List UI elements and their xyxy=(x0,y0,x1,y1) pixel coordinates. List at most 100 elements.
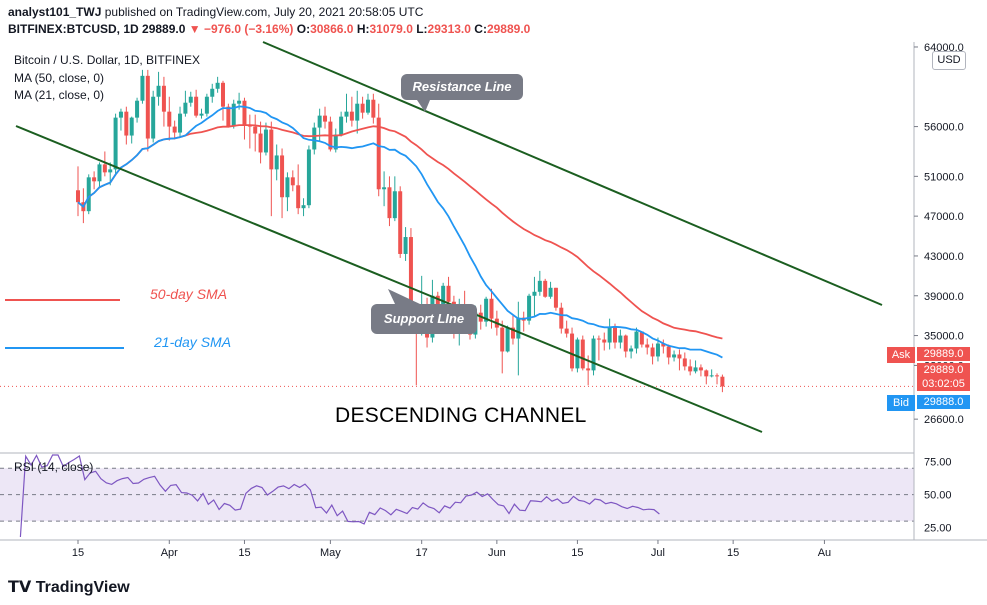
candle[interactable] xyxy=(183,90,188,117)
rsi-legend[interactable]: RSI (14, close) xyxy=(14,460,94,474)
candle[interactable] xyxy=(639,331,644,348)
candle[interactable] xyxy=(709,369,714,378)
candle[interactable] xyxy=(113,113,118,175)
candle[interactable] xyxy=(392,176,397,222)
candle[interactable] xyxy=(553,287,558,311)
candle[interactable] xyxy=(527,293,532,325)
candle[interactable] xyxy=(210,83,215,103)
candle[interactable] xyxy=(312,122,317,155)
candle[interactable] xyxy=(677,349,682,371)
candle[interactable] xyxy=(167,96,172,141)
candle[interactable] xyxy=(650,343,655,365)
candle[interactable] xyxy=(204,93,209,117)
candle[interactable] xyxy=(613,323,617,349)
candle[interactable] xyxy=(672,350,677,362)
candle[interactable] xyxy=(296,164,301,215)
candle[interactable] xyxy=(387,176,392,227)
candle[interactable] xyxy=(371,93,376,124)
candle[interactable] xyxy=(688,359,693,376)
candle[interactable] xyxy=(333,128,338,153)
candle[interactable] xyxy=(720,374,725,393)
candle[interactable] xyxy=(715,373,720,385)
candle[interactable] xyxy=(156,71,161,106)
author-name[interactable]: analyst101_TWJ xyxy=(8,5,102,19)
candle[interactable] xyxy=(97,162,102,188)
candle[interactable] xyxy=(446,276,451,307)
candle[interactable] xyxy=(591,335,596,376)
candle[interactable] xyxy=(92,171,97,190)
candle[interactable] xyxy=(102,151,107,177)
candle[interactable] xyxy=(564,320,569,338)
candle[interactable] xyxy=(602,332,607,351)
candle[interactable] xyxy=(118,108,123,131)
candle[interactable] xyxy=(575,337,580,373)
tradingview-logo[interactable]: 𝗧𝗩 TradingView xyxy=(8,577,130,597)
candle[interactable] xyxy=(188,91,193,107)
candle[interactable] xyxy=(500,320,505,374)
candle[interactable] xyxy=(537,270,542,296)
candle[interactable] xyxy=(301,198,306,217)
candle[interactable] xyxy=(349,96,354,127)
candle[interactable] xyxy=(274,144,279,181)
candle[interactable] xyxy=(269,121,274,217)
candle[interactable] xyxy=(629,345,634,359)
candle[interactable] xyxy=(231,99,236,129)
candle[interactable] xyxy=(129,116,134,144)
candle[interactable] xyxy=(135,97,140,123)
candle[interactable] xyxy=(607,318,612,350)
candle[interactable] xyxy=(226,103,231,128)
candle[interactable] xyxy=(339,111,344,137)
candle[interactable] xyxy=(285,172,290,212)
candle[interactable] xyxy=(704,369,709,385)
candle[interactable] xyxy=(263,122,268,156)
chart-legend-title[interactable]: Bitcoin / U.S. Dollar, 1D, BITFINEX xyxy=(14,53,201,67)
candle[interactable] xyxy=(505,325,510,353)
candle[interactable] xyxy=(145,69,150,152)
candle[interactable] xyxy=(290,170,295,192)
candle[interactable] xyxy=(376,103,381,197)
candle[interactable] xyxy=(570,327,575,372)
candle[interactable] xyxy=(596,335,601,361)
candle[interactable] xyxy=(634,327,639,354)
candle[interactable] xyxy=(280,148,285,219)
candle[interactable] xyxy=(220,80,225,121)
currency-button[interactable]: USD xyxy=(932,51,966,70)
legend-ma50[interactable]: MA (50, close, 0) xyxy=(14,71,105,85)
candle[interactable] xyxy=(382,171,387,207)
candle[interactable] xyxy=(355,90,360,134)
candle[interactable] xyxy=(661,339,666,354)
candle[interactable] xyxy=(247,114,252,149)
candle[interactable] xyxy=(484,296,489,327)
candle[interactable] xyxy=(215,76,220,93)
candle[interactable] xyxy=(194,89,199,118)
candle[interactable] xyxy=(178,106,183,137)
candle[interactable] xyxy=(516,301,521,376)
candle[interactable] xyxy=(172,120,177,140)
candle[interactable] xyxy=(124,106,129,145)
candle[interactable] xyxy=(666,344,671,365)
candle[interactable] xyxy=(323,106,328,129)
legend-ma21[interactable]: MA (21, close, 0) xyxy=(14,88,105,102)
candle[interactable] xyxy=(548,281,553,299)
candle[interactable] xyxy=(398,186,403,258)
candle[interactable] xyxy=(344,93,349,123)
candle[interactable] xyxy=(199,108,204,119)
candle[interactable] xyxy=(682,352,687,371)
candle[interactable] xyxy=(258,121,263,164)
candle[interactable] xyxy=(623,334,628,358)
candle[interactable] xyxy=(365,93,370,115)
candle[interactable] xyxy=(151,90,156,143)
candle[interactable] xyxy=(580,335,585,371)
candle[interactable] xyxy=(306,145,311,209)
candle[interactable] xyxy=(360,96,365,119)
candle[interactable] xyxy=(403,227,408,261)
candle[interactable] xyxy=(698,364,703,377)
candle[interactable] xyxy=(76,166,80,217)
candle[interactable] xyxy=(140,69,145,104)
candle[interactable] xyxy=(693,360,698,374)
candle[interactable] xyxy=(253,114,258,152)
candle[interactable] xyxy=(559,302,564,334)
candle[interactable] xyxy=(618,329,623,349)
candle[interactable] xyxy=(161,76,166,127)
